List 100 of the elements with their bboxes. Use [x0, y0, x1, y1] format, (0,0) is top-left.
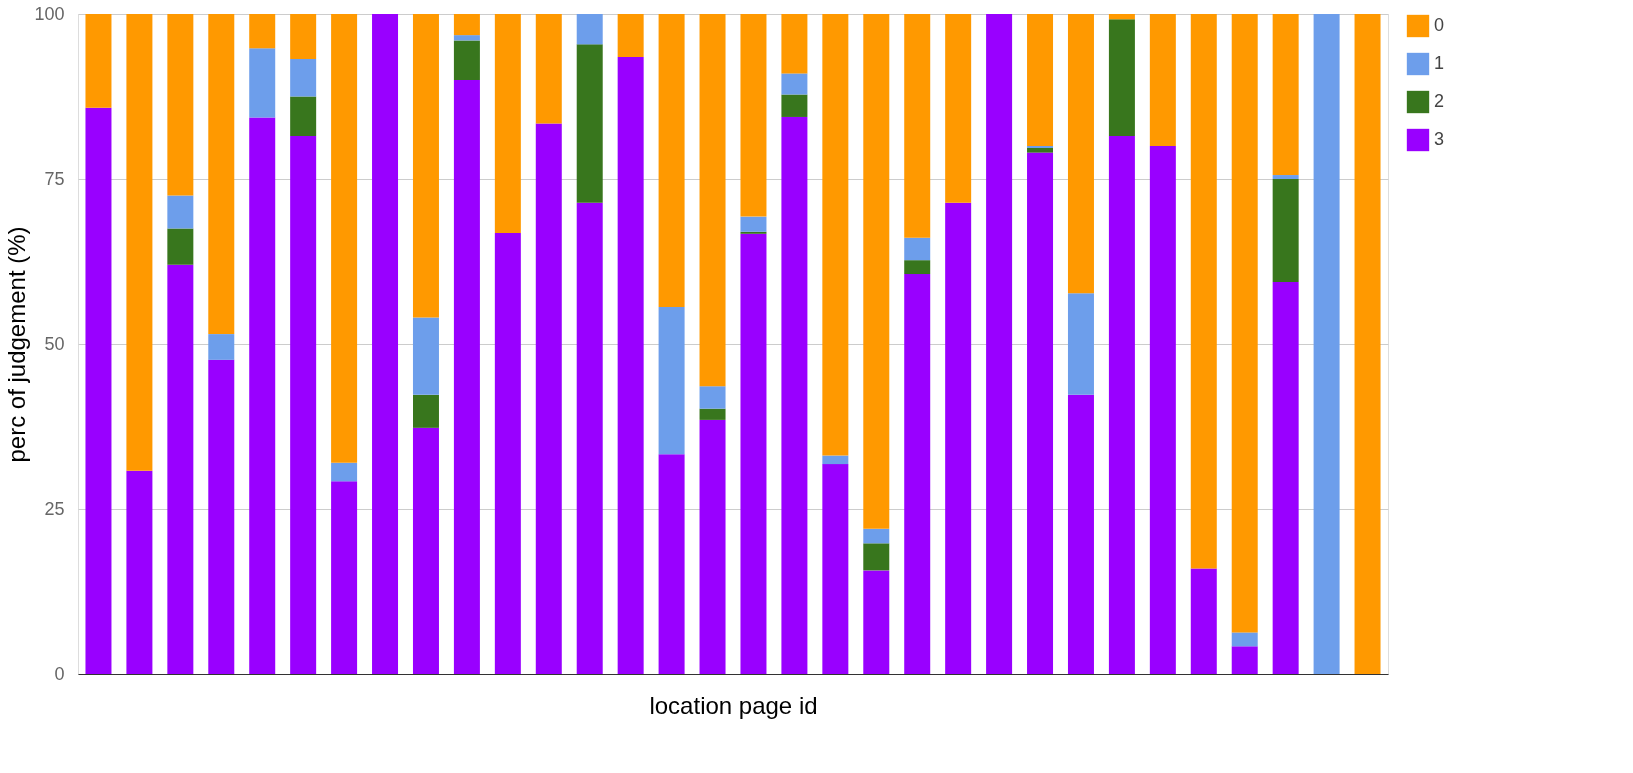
bar [1231, 646, 1258, 674]
bar [576, 202, 603, 674]
bar [85, 107, 112, 674]
y-tick-label: 100 [34, 3, 65, 24]
bar [1231, 14, 1258, 633]
bar [576, 44, 603, 203]
bar [372, 14, 399, 674]
bar [945, 14, 972, 203]
bar [822, 455, 849, 465]
bar [658, 307, 685, 455]
y-tick-label: 50 [44, 333, 65, 354]
bar [331, 481, 358, 674]
bar [1027, 152, 1054, 674]
bar [699, 14, 726, 387]
bar [208, 14, 235, 335]
bar [1272, 14, 1299, 176]
bar [1354, 14, 1381, 674]
bar [1108, 19, 1135, 137]
bar [1313, 14, 1340, 674]
bar [1067, 293, 1094, 395]
bar [576, 14, 603, 45]
bar [1067, 394, 1094, 674]
bar [1190, 14, 1217, 569]
bar [904, 237, 931, 261]
bar [453, 14, 480, 36]
bar [249, 48, 276, 118]
bar [412, 427, 439, 674]
bar [412, 317, 439, 395]
bar [904, 260, 931, 275]
bar [412, 394, 439, 428]
bar [781, 116, 808, 674]
bar [290, 14, 317, 59]
bar [1027, 14, 1054, 146]
bar [1027, 147, 1054, 153]
bar [699, 386, 726, 409]
bar [863, 543, 890, 571]
bar [453, 40, 480, 80]
bar [822, 14, 849, 456]
bar [126, 470, 153, 674]
bar [494, 14, 521, 234]
bar [699, 419, 726, 674]
bar [412, 14, 439, 318]
bar [945, 202, 972, 674]
bar [1108, 136, 1135, 674]
y-tick-label: 0 [54, 663, 65, 684]
bar [1149, 14, 1176, 146]
bar [822, 464, 849, 674]
bar [208, 334, 235, 360]
bar [658, 454, 685, 674]
bar [1231, 632, 1258, 647]
bar [617, 56, 644, 674]
x-axis-title: location page id [649, 691, 818, 719]
bar [494, 233, 521, 674]
bar [986, 14, 1013, 674]
bar [1190, 568, 1217, 674]
bar [1108, 14, 1135, 20]
bar [740, 14, 767, 217]
bar [167, 228, 194, 265]
bar [863, 528, 890, 544]
bar [699, 408, 726, 420]
bar [617, 14, 644, 57]
bar [1272, 281, 1299, 674]
bar [453, 35, 480, 41]
bar [740, 233, 767, 674]
bar [167, 264, 194, 674]
bar [453, 80, 480, 674]
bar [290, 96, 317, 137]
bar [781, 73, 808, 95]
y-axis-title: perc of judgement (%) [3, 226, 31, 463]
legend-label: 3 [1434, 129, 1445, 149]
bar [167, 195, 194, 229]
bar [781, 94, 808, 117]
bar [863, 570, 890, 674]
bar [249, 14, 276, 49]
bar [740, 216, 767, 232]
bar [535, 14, 562, 124]
bar [290, 136, 317, 674]
bar [85, 14, 112, 108]
y-tick-label: 75 [44, 168, 65, 189]
bar [863, 14, 890, 529]
bar [1149, 146, 1176, 674]
bar [904, 14, 931, 238]
legend-label: 0 [1434, 15, 1445, 35]
bar [1067, 14, 1094, 294]
bar [1272, 175, 1299, 179]
bar [126, 14, 153, 471]
bar [658, 14, 685, 308]
legend-label: 1 [1434, 53, 1445, 73]
legend-label: 2 [1434, 91, 1445, 111]
bar [535, 123, 562, 674]
bar [331, 14, 358, 463]
bar [249, 117, 276, 674]
bar [331, 462, 358, 482]
bar [781, 14, 808, 74]
y-tick-label: 25 [44, 498, 65, 519]
bar [904, 274, 931, 674]
bar [1272, 179, 1299, 282]
bar [290, 58, 317, 97]
bar [167, 14, 194, 196]
bar [208, 359, 235, 674]
